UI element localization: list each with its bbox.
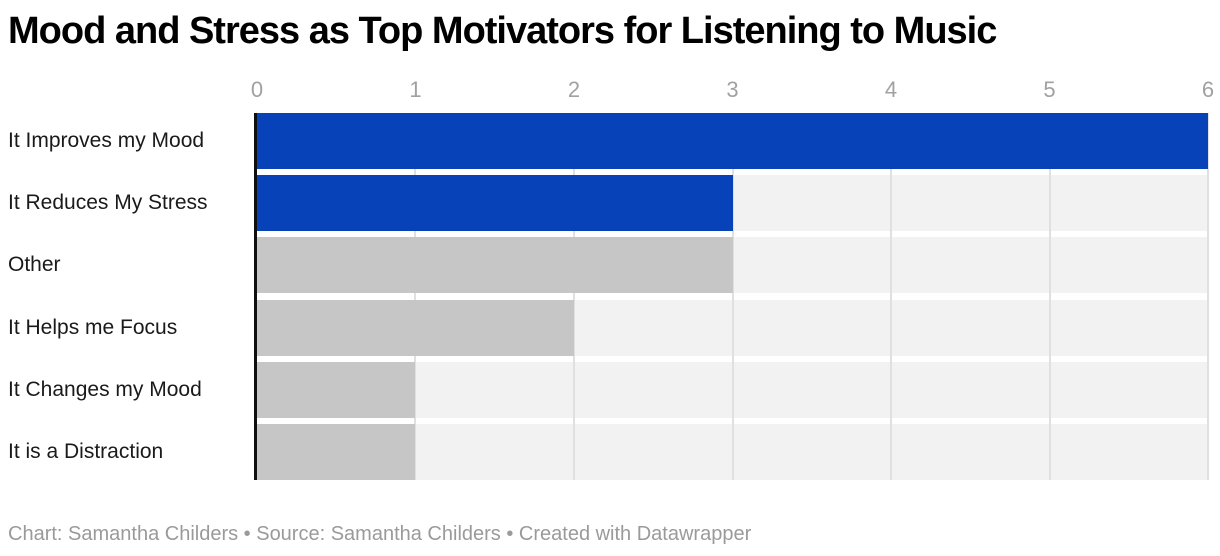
x-tick-label: 3 (726, 77, 739, 102)
gridline (572, 113, 575, 480)
bar (257, 300, 574, 356)
plot-area (254, 113, 1209, 480)
category-label: It Improves my Mood (8, 129, 205, 152)
category-label: It Helps me Focus (8, 316, 178, 339)
x-axis: 0 1 2 3 4 5 6 (251, 76, 1214, 106)
category-label: It is a Distraction (8, 440, 164, 463)
x-tick-label: 2 (567, 77, 581, 102)
x-tick-label: 0 (250, 77, 264, 102)
category-label: Other (8, 253, 61, 276)
gridline (414, 113, 417, 480)
x-tick-label: 1 (409, 77, 422, 102)
bar (257, 362, 416, 418)
y-axis-line (254, 113, 257, 480)
gridline (731, 113, 734, 480)
gridline (889, 113, 892, 480)
category-label: It Reduces My Stress (8, 191, 208, 214)
category-label: It Changes my Mood (8, 378, 202, 401)
bar (257, 424, 416, 480)
bar (257, 237, 733, 293)
category-labels: It Improves my Mood It Reduces My Stress O… (0, 113, 257, 480)
bar (257, 113, 1208, 169)
bar (257, 175, 733, 231)
x-tick-label: 4 (884, 77, 898, 102)
gridline (1207, 113, 1209, 480)
x-tick-label: 5 (1043, 77, 1056, 102)
gridline (1048, 113, 1051, 480)
x-tick-label: 6 (1201, 77, 1215, 102)
attribution-footer: Chart: Samantha Childers • Source: Saman… (8, 523, 752, 545)
chart-title: Mood and Stress as Top Motivators for Li… (8, 10, 997, 52)
